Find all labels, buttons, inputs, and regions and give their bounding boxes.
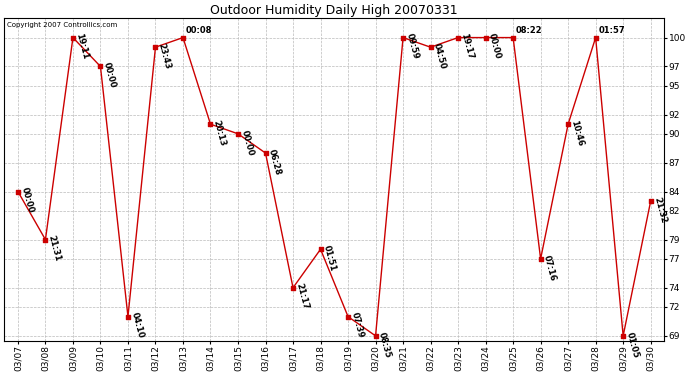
Point [562, 121, 573, 127]
Point [370, 333, 381, 339]
Text: 04:10: 04:10 [129, 312, 145, 339]
Point [645, 198, 656, 204]
Text: 00:00: 00:00 [19, 186, 34, 214]
Point [425, 44, 436, 50]
Point [68, 34, 79, 40]
Text: 07:16: 07:16 [542, 254, 558, 282]
Point [177, 34, 188, 40]
Point [233, 131, 244, 137]
Text: 23:43: 23:43 [157, 42, 172, 70]
Text: 21:32: 21:32 [652, 196, 668, 224]
Point [150, 44, 161, 50]
Text: 00:00: 00:00 [239, 129, 255, 156]
Point [618, 333, 629, 339]
Text: 21:31: 21:31 [47, 234, 62, 263]
Text: 00:00: 00:00 [102, 62, 117, 89]
Text: 19:11: 19:11 [75, 33, 90, 61]
Point [260, 150, 271, 156]
Text: 01:57: 01:57 [598, 26, 625, 35]
Point [453, 34, 464, 40]
Title: Outdoor Humidity Daily High 20070331: Outdoor Humidity Daily High 20070331 [210, 4, 458, 17]
Point [122, 314, 133, 320]
Text: 01:51: 01:51 [322, 244, 337, 272]
Point [590, 34, 601, 40]
Point [315, 246, 326, 252]
Text: 08:22: 08:22 [516, 26, 542, 35]
Text: 06:28: 06:28 [267, 148, 282, 176]
Point [12, 189, 23, 195]
Text: 21:17: 21:17 [295, 283, 310, 311]
Text: 20:13: 20:13 [212, 119, 228, 147]
Point [95, 63, 106, 69]
Text: 01:05: 01:05 [624, 331, 640, 359]
Point [342, 314, 353, 320]
Text: 19:17: 19:17 [460, 33, 475, 60]
Point [40, 237, 51, 243]
Text: 00:00: 00:00 [487, 33, 502, 60]
Text: 09:59: 09:59 [404, 33, 420, 60]
Point [480, 34, 491, 40]
Point [508, 34, 519, 40]
Text: 07:39: 07:39 [349, 312, 365, 339]
Point [397, 34, 408, 40]
Text: 04:50: 04:50 [432, 42, 448, 70]
Point [535, 256, 546, 262]
Text: 00:08: 00:08 [186, 26, 212, 35]
Point [205, 121, 216, 127]
Text: 10:46: 10:46 [569, 119, 585, 147]
Text: Copyright 2007 Controllics.com: Copyright 2007 Controllics.com [8, 21, 118, 27]
Point [288, 285, 299, 291]
Text: 08:35: 08:35 [377, 331, 393, 358]
